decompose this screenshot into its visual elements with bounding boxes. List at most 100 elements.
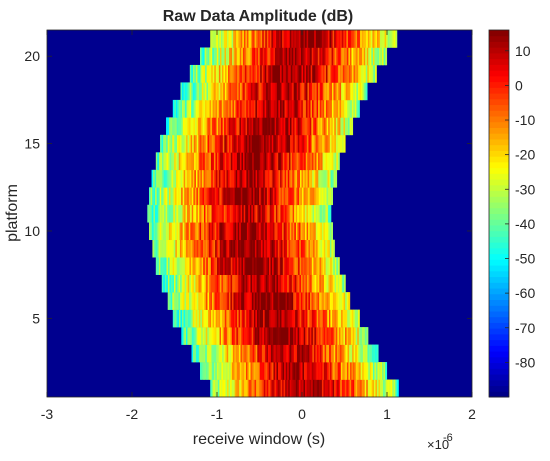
heatmap-cell <box>180 152 183 171</box>
heatmap-cell <box>286 82 288 101</box>
heatmap-cell <box>184 152 187 171</box>
heatmap-cell <box>325 117 328 136</box>
heatmap-cell <box>169 169 172 188</box>
heatmap-cell <box>390 379 393 398</box>
heatmap-cell <box>212 47 215 66</box>
heatmap-cell <box>175 134 178 153</box>
heatmap-cell <box>268 274 271 293</box>
heatmap-cell <box>207 152 210 171</box>
heatmap-cell <box>202 239 205 258</box>
heatmap-cell <box>226 82 229 101</box>
heatmap-cell <box>243 64 246 83</box>
heatmap-cell <box>265 274 268 293</box>
heatmap-cell <box>269 30 272 48</box>
heatmap-cell <box>308 187 311 206</box>
heatmap-cell <box>193 327 196 345</box>
heatmap-cell <box>353 64 356 83</box>
heatmap-cell <box>206 64 209 83</box>
heatmap-cell <box>220 204 223 223</box>
heatmap-cell <box>203 274 205 293</box>
heatmap-cell <box>252 169 255 188</box>
heatmap-cell <box>337 134 340 153</box>
heatmap-cell <box>227 257 230 275</box>
heatmap-cell <box>231 327 234 345</box>
heatmap-cell <box>305 257 308 275</box>
heatmap-cell <box>325 64 328 83</box>
heatmap-cell <box>255 82 258 101</box>
heatmap-cell <box>247 239 250 258</box>
heatmap-cell <box>269 344 272 363</box>
heatmap-cell <box>312 169 315 188</box>
heatmap-cell <box>214 169 217 188</box>
heatmap-cell <box>274 292 277 310</box>
heatmap-cell <box>328 82 331 101</box>
heatmap-cell <box>190 274 193 293</box>
heatmap-cell <box>392 30 395 48</box>
heatmap-cell <box>278 274 280 293</box>
heatmap-cell <box>244 47 247 66</box>
colorbar-segment <box>489 81 509 88</box>
heatmap-cell <box>285 274 288 293</box>
heatmap-cell <box>206 309 209 328</box>
heatmap-cell <box>210 292 213 310</box>
heatmap-cell <box>181 117 184 136</box>
heatmap-cell <box>285 239 288 258</box>
heatmap-cell <box>349 344 352 363</box>
colorbar-segment <box>489 328 509 335</box>
heatmap-cell <box>169 239 172 258</box>
heatmap-cell <box>235 362 238 380</box>
heatmap-cell <box>381 379 384 398</box>
heatmap-cell <box>328 99 331 118</box>
heatmap-cell <box>241 64 244 83</box>
heatmap-cell <box>197 99 200 118</box>
heatmap-cell <box>200 274 202 293</box>
heatmap-cell <box>245 47 248 66</box>
heatmap-cell <box>201 327 204 345</box>
heatmap-cell <box>195 134 198 153</box>
heatmap-cell <box>218 257 221 275</box>
heatmap-cell <box>259 274 262 293</box>
heatmap-cell <box>351 309 354 328</box>
heatmap-cell <box>361 64 364 83</box>
heatmap-cell <box>281 204 284 223</box>
heatmap-cell <box>337 47 340 66</box>
heatmap-cell <box>175 274 178 293</box>
heatmap-cell <box>362 64 365 83</box>
heatmap-cell <box>232 152 235 171</box>
heatmap-cell <box>155 257 158 275</box>
heatmap-cell <box>161 239 164 258</box>
heatmap-cell <box>197 64 200 83</box>
heatmap-cell <box>170 134 173 153</box>
heatmap-cell <box>204 309 207 328</box>
heatmap-cell <box>277 117 280 136</box>
heatmap-cell <box>307 99 310 118</box>
heatmap-cell <box>368 344 371 363</box>
heatmap-cell <box>254 187 257 206</box>
heatmap-cell <box>241 309 244 328</box>
heatmap-cell <box>217 344 220 363</box>
heatmap-cell <box>212 257 215 275</box>
heatmap-cell <box>328 239 331 258</box>
heatmap-cell <box>238 309 241 328</box>
heatmap-cell <box>211 187 214 206</box>
heatmap-cell <box>238 82 241 101</box>
heatmap-cell <box>221 82 224 101</box>
heatmap-cell <box>166 169 169 188</box>
heatmap-cell <box>225 30 228 48</box>
heatmap-cell <box>289 82 292 101</box>
heatmap-cell <box>209 99 212 118</box>
heatmap-cell <box>236 327 239 345</box>
heatmap-cell <box>282 134 285 153</box>
heatmap-cell <box>320 239 323 258</box>
heatmap-cell <box>251 117 254 136</box>
heatmap-cell <box>195 152 198 171</box>
heatmap-cell <box>386 379 389 398</box>
heatmap-cell <box>251 379 254 398</box>
heatmap-cell <box>311 47 314 66</box>
heatmap-cell <box>235 47 238 66</box>
heatmap-cell <box>297 379 300 398</box>
heatmap-cell <box>265 362 268 380</box>
colorbar-segment <box>489 374 509 381</box>
heatmap-cell <box>279 30 281 48</box>
heatmap-cell <box>237 82 239 101</box>
